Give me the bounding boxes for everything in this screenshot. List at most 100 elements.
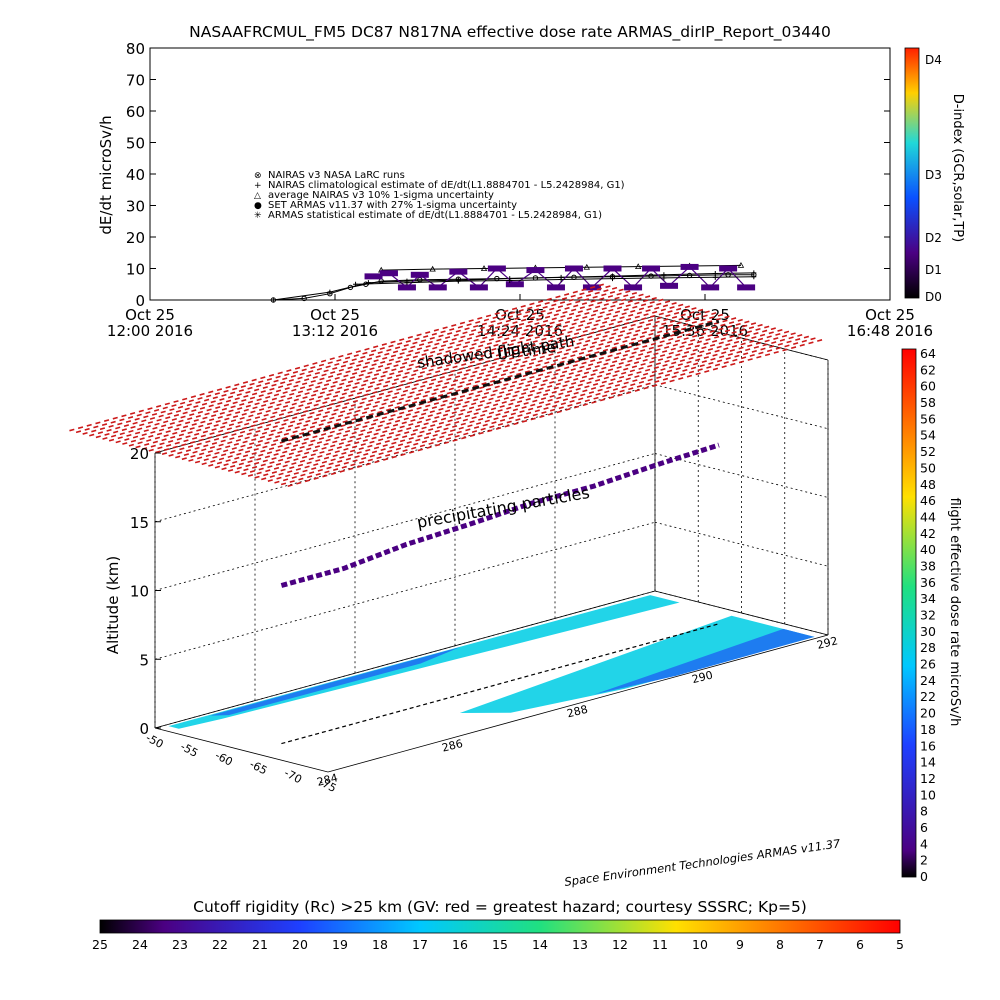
dose-tick-label: 12 [920, 771, 936, 786]
particle-dash-row [89, 288, 625, 437]
chart-title: NASAAFRCMUL_FM5 DC87 N817NA effective do… [189, 23, 831, 42]
legend-symbol: △ [254, 191, 261, 201]
dose-tick-label: 28 [920, 640, 936, 655]
particle-dash-row [69, 283, 605, 432]
cutoff-tick-label: 9 [736, 937, 744, 952]
dose-tick-label: 22 [920, 689, 936, 704]
flight-track-projection [281, 319, 720, 443]
data-point [397, 284, 416, 291]
dindex-tick-label: D1 [925, 263, 942, 277]
data-point [364, 273, 383, 280]
frame-edge [154, 590, 656, 729]
cutoff-tick-label: 21 [252, 937, 268, 952]
cutoff-tick-label: 20 [292, 937, 308, 952]
dose-tick-label: 2 [920, 853, 928, 868]
particle-dash-row [82, 286, 618, 435]
x-tick-label-time: 16:48 2016 [847, 322, 933, 340]
cutoff-tick-label: 11 [652, 937, 668, 952]
dose-tick-label: 32 [920, 608, 936, 623]
cutoff-tick-label: 7 [816, 937, 824, 952]
dose-tick-label: 40 [920, 542, 936, 557]
cutoff-tick-label: 19 [332, 937, 348, 952]
x-tick-label-time: 12:00 2016 [107, 322, 193, 340]
longitude-axis: 284 286 288 290 292 [316, 634, 840, 789]
data-point [712, 274, 718, 280]
particle-dash-row [175, 310, 711, 459]
data-point [429, 265, 436, 272]
dose-tick-label: 38 [920, 558, 936, 573]
altitude-tick-label: 10 [130, 583, 149, 601]
cutoff-tick-label: 10 [692, 937, 708, 952]
cutoff-tick-label: 16 [452, 937, 468, 952]
right-wall-grid [654, 521, 829, 567]
particle-dash-row [241, 327, 777, 476]
dose-colorbar-labels: 0246810121416182022242628303234363840424… [920, 346, 936, 884]
dindex-colorbar [904, 47, 920, 299]
cutoff-colorbar-title: Cutoff rigidity (Rc) >25 km (GV: red = g… [193, 898, 807, 916]
dindex-colorbar-label: D-index (GCR,solar,TP) [950, 94, 965, 242]
dose-tick-label: 36 [920, 575, 936, 590]
data-point [487, 265, 506, 272]
data-point [624, 284, 643, 291]
particle-dash-row [267, 333, 804, 482]
x-tick-label-date: Oct 25 [310, 306, 360, 324]
data-point [719, 265, 738, 272]
particle-dash-row [108, 293, 645, 442]
longitude-tick-label: 292 [816, 634, 840, 652]
series-line [273, 274, 754, 301]
altitude-tick-label: 5 [139, 651, 149, 669]
cutoff-colorbar [99, 919, 901, 934]
particle-dash-row [227, 323, 764, 472]
data-point [546, 284, 565, 291]
data-point [558, 277, 564, 283]
particle-dash-row [155, 305, 691, 454]
particle-dash-row [128, 298, 665, 447]
particle-dash-row [221, 322, 757, 471]
cutoff-tick-label: 14 [532, 937, 548, 952]
particle-dash-row [261, 332, 797, 481]
dose-tick-label: 24 [920, 673, 936, 688]
dose-tick-label: 62 [920, 362, 936, 377]
cutoff-tick-label: 24 [132, 937, 148, 952]
particle-dash-row [161, 306, 698, 456]
y-tick-label: 40 [126, 166, 145, 184]
legend-symbol: ✳ [254, 211, 262, 221]
y-tick-label: 0 [135, 292, 145, 310]
dose-tick-label: 34 [920, 591, 936, 606]
particle-dash-row [287, 338, 823, 487]
cutoff-tick-label: 22 [212, 937, 228, 952]
legend-symbol: ⊗ [254, 171, 262, 181]
cutoff-tick-label: 23 [172, 937, 188, 952]
latitude-axis: -50 -55 -60 -65 -70 -75 [144, 731, 339, 795]
particle-dash-row [208, 318, 744, 467]
data-point [661, 275, 667, 281]
dose-tick-label: 18 [920, 722, 936, 737]
legend-entry: average NAIRAS v3 10% 1-sigma uncertaint… [268, 190, 494, 201]
data-point [505, 281, 524, 288]
dose-tick-label: 52 [920, 444, 936, 459]
dose-tick-label: 26 [920, 657, 936, 672]
latitude-tick-label: -60 [213, 749, 235, 769]
dose-tick-label: 14 [920, 755, 936, 770]
dose-tick-label: 60 [920, 379, 936, 394]
data-point [270, 297, 276, 303]
top-y-axis: 0 10 20 30 40 50 60 70 80 [126, 40, 890, 310]
data-point [635, 263, 642, 270]
cutoff-tick-label: 12 [612, 937, 628, 952]
dose-colorbar [901, 348, 917, 878]
dose-tick-label: 64 [920, 346, 936, 361]
dose-tick-label: 56 [920, 411, 936, 426]
data-point [455, 278, 461, 284]
particle-dash-row [115, 295, 651, 444]
x-tick-label-date: Oct 25 [865, 306, 915, 324]
altitude-axis: 0 5 10 15 20 [130, 445, 161, 738]
data-point [301, 295, 307, 302]
particle-dash-row [135, 300, 671, 449]
data-point [507, 277, 513, 283]
longitude-tick-label: 288 [566, 703, 590, 721]
back-wall-grid [154, 453, 656, 591]
data-point [583, 263, 590, 270]
x-tick-label-date: Oct 25 [125, 306, 175, 324]
